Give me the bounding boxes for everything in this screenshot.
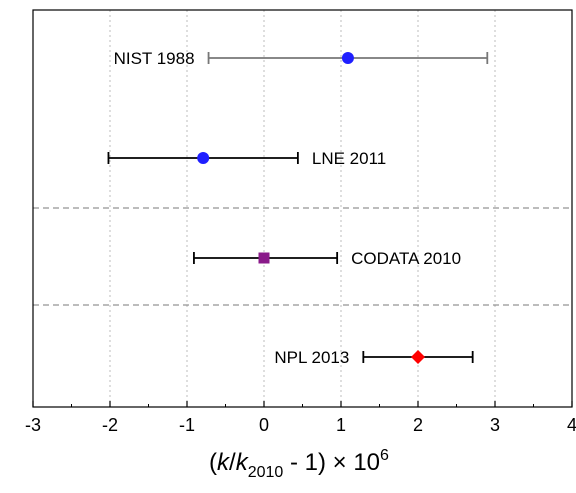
x-tick-label: 4 (567, 415, 576, 435)
x-tick-label: -1 (179, 415, 195, 435)
point-marker (341, 52, 354, 64)
point-marker (258, 252, 270, 264)
x-axis-title: (k/k2010 - 1) × 106 (209, 447, 389, 481)
point-label: NPL 2013 (274, 348, 349, 367)
point-marker (197, 152, 210, 164)
point-labels: NIST 1988 LNE 2011 CODATA 2010 NPL 2013 (114, 49, 461, 367)
x-tick-label: 3 (490, 415, 500, 435)
x-tick-label: -2 (102, 415, 118, 435)
point-marker (411, 350, 425, 364)
x-tick-label: 0 (259, 415, 269, 435)
x-tick-label: -3 (25, 415, 41, 435)
x-tick-label: 2 (413, 415, 423, 435)
data-markers (197, 52, 425, 364)
point-label: LNE 2011 (312, 149, 386, 168)
point-label: NIST 1988 (114, 49, 195, 68)
grid (109, 10, 496, 407)
separators (33, 207, 572, 306)
point-label: CODATA 2010 (351, 249, 461, 268)
x-axis: -3 -2 -1 0 1 2 3 4 (25, 401, 576, 435)
x-tick-label: 1 (336, 415, 346, 435)
